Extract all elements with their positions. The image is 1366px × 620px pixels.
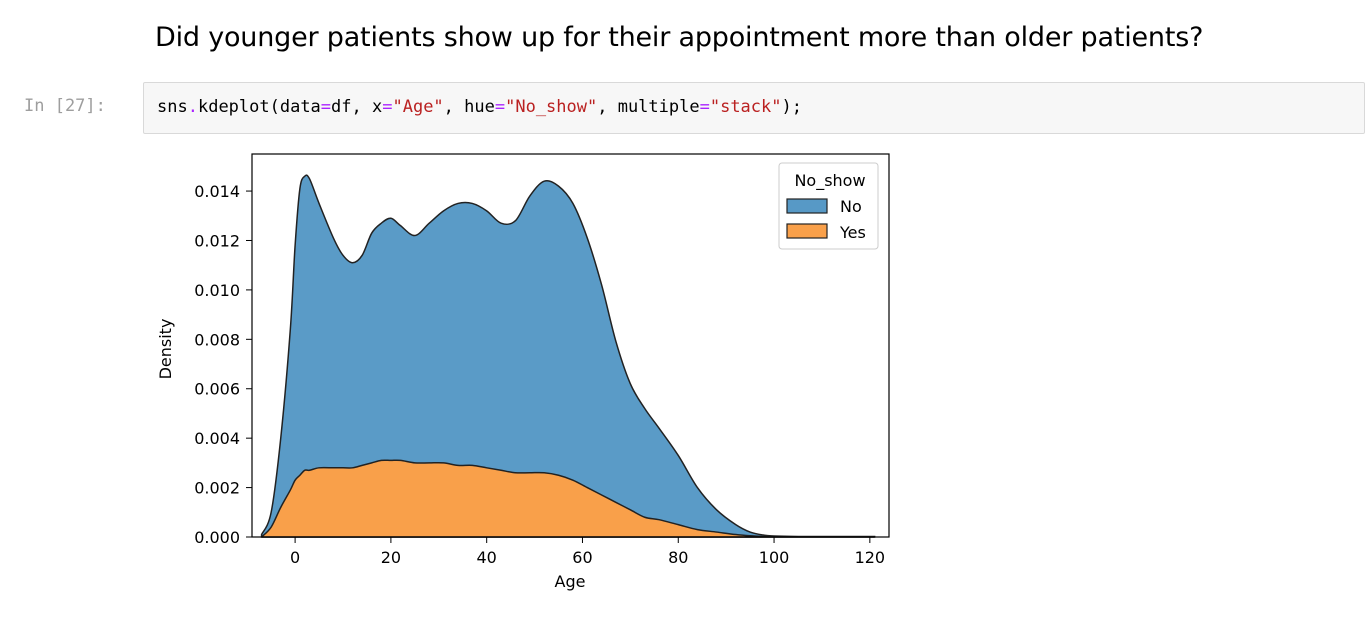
plot-frame	[251, 153, 890, 538]
code-token: kdeplot(data	[197, 97, 321, 117]
y-tick-label: 0.014	[194, 182, 240, 201]
x-tick-label: 120	[855, 548, 886, 567]
x-tick-label: 100	[759, 548, 790, 567]
y-axis: 0.000 0.002 0.004 0.006 0.008 0.010 0.012 0.014	[194, 182, 252, 547]
y-axis-label: Density	[156, 319, 175, 380]
area-yes	[261, 459, 875, 538]
x-axis: 0 20 40 60 80 100 120	[290, 537, 885, 567]
code-token: =	[494, 97, 506, 117]
y-tick-label: 0.012	[194, 231, 240, 250]
markdown-heading: Did younger patients show up for their a…	[155, 22, 1204, 53]
code-input-area[interactable]: sns.kdeplot(data=df, x="Age", hue="No_sh…	[143, 82, 1365, 134]
y-tick-label: 0.002	[194, 479, 240, 498]
x-axis-label: Age	[555, 572, 586, 591]
code-cell[interactable]: In [27]: sns.kdeplot(data=df, x="Age", h…	[0, 82, 1366, 134]
y-tick-label: 0.006	[194, 380, 240, 399]
code-token: "stack"	[709, 97, 782, 117]
code-token: sns	[157, 97, 188, 117]
code-token: =	[699, 97, 710, 117]
code-token: );	[781, 97, 802, 117]
x-tick-label: 80	[668, 548, 688, 567]
legend-label-yes: Yes	[839, 223, 866, 242]
code-token: , multiple	[597, 97, 700, 117]
code-token: "Age"	[392, 97, 444, 117]
cell-output: 0 20 40 60 80 100 120 0.000 0.002 0.004 0.006 0.00…	[140, 140, 900, 610]
code-line: sns.kdeplot(data=df, x="Age", hue="No_sh…	[157, 97, 802, 117]
kde-stacked-chart: 0 20 40 60 80 100 120 0.0000.0020.0040.0060.00…	[156, 153, 890, 591]
y-tick-label: 0.008	[194, 330, 240, 349]
code-token: , hue	[443, 97, 495, 117]
x-tick-label: 60	[572, 548, 592, 567]
code-token: df, x	[331, 97, 383, 117]
x-tick-label: 0	[290, 548, 300, 567]
code-token: =	[382, 97, 393, 117]
cell-prompt: In [27]:	[24, 96, 106, 116]
legend-title: No_show	[794, 171, 865, 191]
code-token: =	[320, 97, 332, 117]
legend-swatch-yes	[786, 223, 828, 239]
code-token: "No_show"	[505, 97, 598, 117]
y-tick-label: 0.010	[194, 281, 240, 300]
legend-label-no: No	[840, 197, 862, 216]
x-tick-label: 20	[381, 548, 401, 567]
y-tick-label: 0.004	[194, 429, 240, 448]
y-tick-label: 0.000	[194, 528, 240, 547]
area-no	[260, 174, 876, 538]
code-token: .	[187, 97, 198, 117]
x-tick-label: 40	[477, 548, 497, 567]
legend-swatch-no	[786, 198, 828, 214]
legend: No_show No Yes	[778, 162, 879, 250]
